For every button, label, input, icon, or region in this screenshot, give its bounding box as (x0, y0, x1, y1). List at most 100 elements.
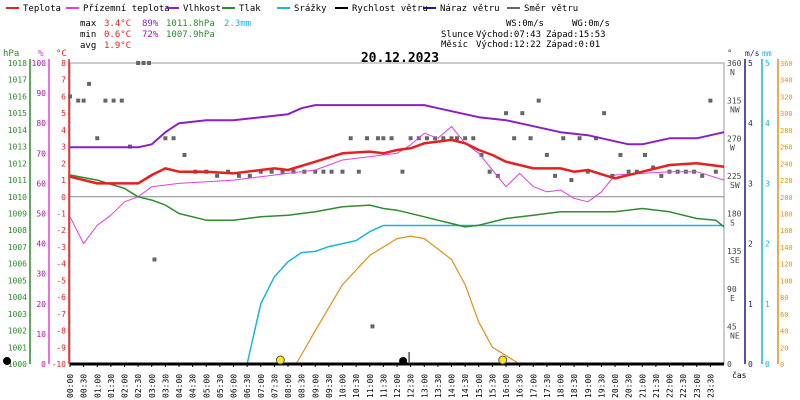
wind-direction-point (544, 152, 549, 157)
moonrise-marker (399, 357, 408, 365)
temp-tick-label: 8 (61, 59, 66, 68)
hpa-axis-unit: hPa (3, 49, 19, 59)
wind-direction-point (247, 173, 252, 178)
wind-speed-dot (3, 357, 11, 365)
ms-tick-label: 4 (748, 119, 753, 128)
x-tick-label: 11:30 (379, 374, 388, 398)
wind-direction-point (536, 98, 541, 103)
x-tick-label: 06:30 (243, 374, 252, 398)
moon-tick-label: 240 (780, 160, 793, 168)
temp-tick-label: -5 (56, 276, 66, 285)
dir-tick-compass: N (730, 68, 735, 77)
moon-tick-label: 320 (780, 93, 793, 101)
wind-direction-point (449, 136, 454, 141)
moon-tick-label: 60 (780, 311, 788, 319)
dir-axis-unit: ° (727, 49, 732, 59)
legend-label: Rychlost větru (352, 4, 428, 14)
x-tick-label: 16:30 (516, 374, 525, 398)
hpa-tick-label: 1008 (8, 226, 27, 235)
temp-tick-label: -2 (56, 226, 66, 235)
x-tick-label: 02:00 (121, 374, 130, 398)
ms-tick-label: 2 (748, 240, 753, 249)
moon-tick-label: 200 (780, 194, 793, 202)
moon-tick-label: 340 (780, 77, 793, 85)
wind-direction-point (553, 173, 558, 178)
wind-direction-point (659, 173, 664, 178)
wind-direction-point (528, 136, 533, 141)
x-tick-label: 08:30 (298, 374, 307, 398)
hpa-tick-label: 1007 (8, 243, 27, 252)
legend-label: Vlhkost (183, 4, 221, 14)
temp-axis-unit: °C (56, 49, 67, 59)
wind-direction-point (400, 169, 405, 174)
wind-direction-point (708, 98, 713, 103)
moon-tick-label: 140 (780, 244, 793, 252)
wind-direction-point (236, 173, 241, 178)
wind-direction-point (424, 136, 429, 141)
x-tick-label: 03:30 (161, 374, 170, 398)
x-tick-label: 00:30 (80, 374, 89, 398)
temp-tick-label: 6 (61, 92, 66, 101)
wind-direction-point (348, 136, 353, 141)
legend-label: Srážky (294, 4, 327, 14)
dir-tick-label: 180 (727, 210, 742, 219)
moon-tick-label: 300 (780, 110, 793, 118)
stat-min-hum: 72% (142, 30, 159, 40)
wind-direction-point (504, 111, 508, 116)
temp-tick-label: 4 (61, 126, 66, 135)
sunset-marker (498, 355, 508, 365)
hpa-tick-label: 1004 (8, 293, 27, 302)
hpa-tick-label: 1006 (8, 260, 27, 269)
wind-direction-point (340, 169, 345, 174)
pct-tick-label: 30 (36, 270, 46, 279)
wind-direction-point (593, 136, 598, 141)
x-tick-label: 04:30 (189, 374, 198, 398)
wind-direction-point (103, 98, 108, 103)
wind-direction-point (171, 136, 176, 141)
temp-tick-label: 7 (61, 76, 66, 85)
stat-max-press: 1011.8hPa (166, 19, 215, 29)
x-tick-label: 13:00 (420, 374, 429, 398)
temp-tick-label: -3 (56, 243, 66, 252)
x-tick-label: 19:00 (584, 374, 593, 398)
x-tick-label: 08:00 (284, 374, 293, 398)
dir-tick-label: 0 (727, 360, 732, 369)
wind-speed-readout: WS:0m/s (506, 19, 544, 29)
x-tick-label: 11:00 (366, 374, 375, 398)
dir-tick-compass: E (730, 294, 735, 303)
wind-direction-point (408, 136, 413, 141)
hpa-tick-label: 1003 (8, 310, 27, 319)
stat-avg-label: avg (80, 41, 96, 51)
mm-tick-label: 1 (765, 300, 770, 309)
wind-direction-point (215, 173, 220, 178)
x-tick-label: 20:00 (611, 374, 620, 398)
mm-tick-label: 0 (765, 360, 770, 369)
hpa-tick-label: 1002 (8, 327, 27, 336)
x-tick-label: 13:30 (434, 374, 443, 398)
wind-direction-point (634, 169, 639, 174)
stat-avg-temp: 1.9°C (104, 41, 131, 51)
dir-tick-compass: W (730, 143, 735, 152)
x-tick-label: 01:30 (107, 374, 116, 398)
x-axis-unit: čas (732, 370, 747, 380)
stats-block: max 3.4°C 89% 1011.8hPa 2.3mm min 0.6°C … (80, 19, 610, 51)
series-line-vlhkost (70, 104, 725, 149)
series-line-sr-ky (70, 224, 724, 365)
stat-max-rain: 2.3mm (224, 19, 251, 29)
legend-label: Teplota (23, 4, 61, 14)
moon-tick-label: 20 (780, 344, 788, 352)
x-tick-label: 12:00 (393, 374, 402, 398)
stat-min-temp: 0.6°C (104, 30, 131, 40)
x-tick-label: 18:00 (557, 374, 566, 398)
x-tick-label: 05:00 (202, 374, 211, 398)
stat-min-label: min (80, 30, 96, 40)
wind-direction-point (163, 136, 168, 141)
moon-tick-label: 160 (780, 227, 793, 235)
wind-direction-point (602, 111, 607, 116)
stat-min-press: 1007.9hPa (166, 30, 215, 40)
wind-direction-point (370, 324, 375, 329)
x-tick-label: 22:00 (666, 374, 675, 398)
hpa-tick-label: 1015 (8, 109, 27, 118)
dir-tick-label: 135 (727, 247, 742, 256)
temp-tick-label: -4 (56, 260, 66, 269)
